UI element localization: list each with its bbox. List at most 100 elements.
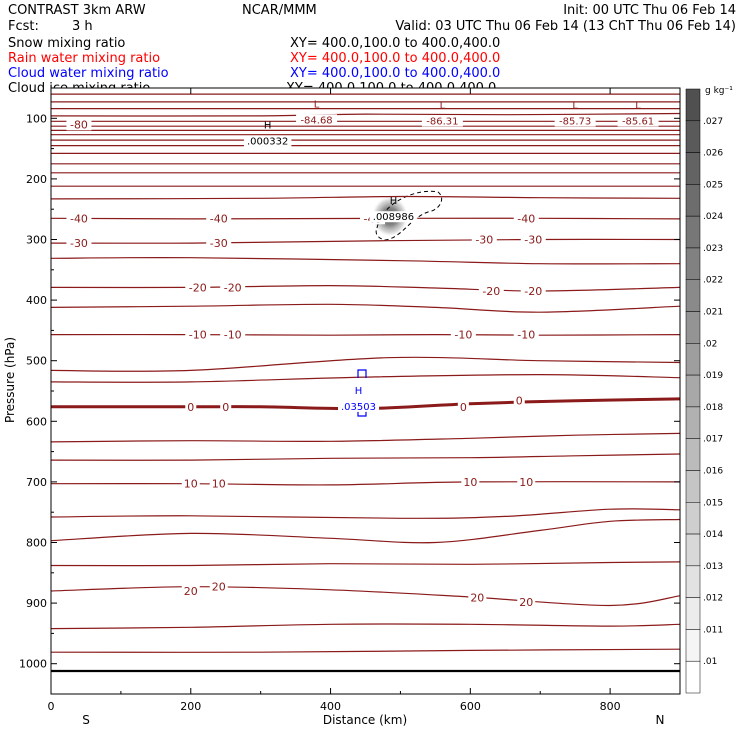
- extremum-value: .03503: [341, 402, 376, 413]
- isotherm-label: 10: [184, 478, 198, 491]
- colorbar-swatch: [686, 661, 700, 693]
- colorbar-label: .017: [703, 435, 723, 445]
- colorbar-label: .026: [703, 149, 723, 159]
- plot-area: -80-40-40-40-40-30-30-30-30-20-20-20-20-…: [51, 88, 680, 694]
- colorbar-label: .021: [703, 308, 723, 318]
- x-tick-label: 400: [320, 700, 341, 713]
- isotherm-label: -10: [517, 329, 535, 342]
- isotherm-label: 20: [519, 596, 533, 609]
- isotherm-label: -80: [70, 118, 88, 131]
- colorbar-label: .012: [703, 594, 723, 604]
- isotherm-label: -40: [210, 212, 228, 225]
- isotherm-label: 0: [460, 401, 467, 414]
- isotherm-label: -10: [454, 329, 472, 342]
- extremum-marker: L: [635, 100, 641, 111]
- isotherm-label: -20: [189, 281, 207, 294]
- extremum-marker: H: [355, 386, 363, 397]
- isotherm-label: -40: [70, 212, 88, 225]
- colorbar-label: .018: [703, 403, 723, 413]
- isotherm-label: -40: [517, 212, 535, 225]
- y-tick-label: 700: [26, 476, 47, 489]
- y-tick-label: 500: [26, 355, 47, 368]
- y-tick-label: 600: [26, 415, 47, 428]
- extremum-value: .000332: [247, 136, 288, 147]
- isotherm-label: 0: [222, 401, 229, 414]
- y-tick-label: 200: [26, 173, 47, 186]
- x-tick-label: 200: [180, 700, 201, 713]
- y-tick-label: 300: [26, 234, 47, 247]
- colorbar-swatch: [686, 502, 700, 534]
- isotherm-line: [51, 335, 680, 336]
- colorbar-swatch: [686, 312, 700, 344]
- y-axis-title: Pressure (hPa): [3, 337, 17, 423]
- figure-title: CONTRAST 3km ARW: [8, 3, 146, 18]
- colorbar-label: .027: [703, 117, 723, 127]
- colorbar-swatch: [686, 121, 700, 153]
- extremum-marker: L: [440, 100, 446, 111]
- colorbar-swatch: [686, 153, 700, 185]
- y-tick-label: 900: [26, 597, 47, 610]
- isotherm-label: 20: [470, 592, 484, 605]
- isotherm-label: 10: [463, 476, 477, 489]
- colorbar-swatch: [686, 343, 700, 375]
- colorbar-label: .011: [703, 625, 723, 635]
- colorbar-label: .014: [703, 530, 723, 540]
- colorbar-swatch: [686, 598, 700, 630]
- colorbar-label: .015: [703, 498, 723, 508]
- isotherm-label: -30: [70, 237, 88, 250]
- isotherm-label: -30: [475, 234, 493, 247]
- colorbar-swatch: [686, 184, 700, 216]
- colorbar-label: .024: [703, 212, 723, 222]
- y-tick-label: 400: [26, 294, 47, 307]
- colorbar-swatch: [686, 566, 700, 598]
- field-rain-label: Rain water mixing ratio: [8, 51, 160, 66]
- field-snow-label: Snow mixing ratio: [8, 36, 125, 51]
- field-cloud-water-label: Cloud water mixing ratio: [8, 66, 169, 81]
- extremum-marker: H: [390, 196, 398, 207]
- colorbar-swatch: [686, 470, 700, 502]
- isotherm-label: -10: [224, 329, 242, 342]
- extremum-value: -84.68: [300, 115, 332, 126]
- isotherm-label: 0: [516, 395, 523, 408]
- isotherm-label: -10: [189, 329, 207, 342]
- field-rain-xy: XY= 400.0,100.0 to 400.0,400.0: [290, 51, 500, 66]
- colorbar-swatch: [686, 439, 700, 471]
- valid-time: Valid: 03 UTC Thu 06 Feb 14 (13 ChT Thu …: [395, 19, 736, 34]
- organization-label: NCAR/MMM: [242, 3, 317, 18]
- x-axis-title: Distance (km): [323, 713, 407, 727]
- isotherm-label: 0: [187, 401, 194, 414]
- isotherm-label: 20: [212, 581, 226, 594]
- cross-section-figure: CONTRAST 3km ARW NCAR/MMM Init: 00 UTC T…: [0, 0, 740, 740]
- south-end-label: S: [82, 713, 90, 727]
- y-tick-label: 100: [26, 112, 47, 125]
- colorbar-label: .02: [703, 339, 717, 349]
- isotherm-label: 20: [184, 585, 198, 598]
- colorbar-label: .025: [703, 180, 723, 190]
- isotherm-label: 10: [519, 476, 533, 489]
- colorbar-swatch: [686, 248, 700, 280]
- extremum-value: .008986: [373, 212, 414, 223]
- north-end-label: N: [656, 713, 665, 727]
- colorbar-unit: g kg⁻¹: [705, 86, 733, 96]
- extremum-value: -85.73: [559, 116, 591, 127]
- field-cloud-water-xy: XY= 400.0,100.0 to 400.0,400.0: [290, 66, 500, 81]
- extremum-value: -86.31: [426, 116, 458, 127]
- colorbar: .027 .026 .025 .024 .023 .022 .021 .02 .019 .018.…: [686, 89, 723, 693]
- isotherm-label: -30: [210, 237, 228, 250]
- colorbar-label: .023: [703, 244, 723, 254]
- colorbar-swatch: [686, 280, 700, 312]
- forecast-label: Fcst:: [8, 19, 39, 34]
- colorbar-label: .013: [703, 562, 723, 572]
- isotherm-label: 10: [212, 478, 226, 491]
- colorbar-label: .022: [703, 276, 723, 286]
- colorbar-label: .01: [703, 657, 717, 667]
- init-time: Init: 00 UTC Thu 06 Feb 14: [563, 3, 736, 18]
- isotherm-label: -20: [482, 285, 500, 298]
- colorbar-swatch: [686, 89, 700, 121]
- colorbar-swatch: [686, 629, 700, 661]
- forecast-hour: 3 h: [72, 19, 93, 34]
- isotherm-label: -30: [524, 234, 542, 247]
- colorbar-swatch: [686, 375, 700, 407]
- y-tick-label: 1000: [19, 658, 47, 671]
- y-tick-label: 800: [26, 537, 47, 550]
